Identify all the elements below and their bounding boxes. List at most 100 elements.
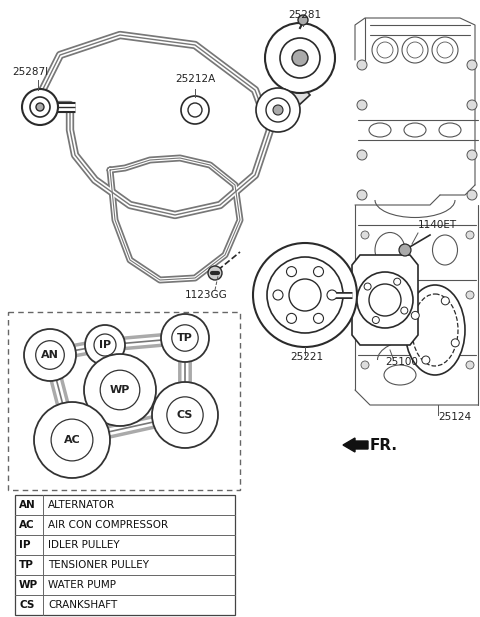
Circle shape (467, 60, 477, 70)
Text: CS: CS (19, 600, 35, 610)
Circle shape (256, 88, 300, 132)
Bar (8, 312, 240, 490)
Circle shape (181, 96, 209, 124)
Text: IP: IP (19, 540, 31, 550)
Text: WP: WP (19, 580, 38, 590)
Circle shape (253, 243, 357, 347)
FancyArrow shape (343, 438, 368, 452)
Text: IP: IP (99, 340, 111, 350)
Text: WP: WP (110, 385, 130, 395)
Text: 25100: 25100 (385, 357, 418, 367)
Circle shape (100, 370, 140, 410)
Circle shape (280, 38, 320, 78)
Circle shape (265, 23, 335, 93)
Ellipse shape (376, 309, 404, 331)
Circle shape (372, 317, 379, 323)
Circle shape (22, 89, 58, 125)
Text: WATER PUMP: WATER PUMP (48, 580, 116, 590)
Circle shape (467, 100, 477, 110)
Circle shape (289, 279, 321, 311)
Ellipse shape (375, 233, 405, 268)
Ellipse shape (404, 123, 426, 137)
Text: IDLER PULLEY: IDLER PULLEY (48, 540, 120, 550)
Circle shape (451, 339, 459, 347)
Circle shape (36, 341, 64, 370)
Circle shape (287, 313, 297, 323)
Ellipse shape (432, 235, 457, 265)
Circle shape (369, 284, 401, 316)
Text: 25281: 25281 (288, 10, 321, 20)
Circle shape (466, 291, 474, 299)
Circle shape (437, 42, 453, 58)
Circle shape (292, 50, 308, 66)
Ellipse shape (369, 123, 391, 137)
Ellipse shape (405, 285, 465, 375)
Text: 1140ET: 1140ET (418, 220, 457, 230)
Text: TP: TP (19, 560, 34, 570)
Ellipse shape (439, 123, 461, 137)
Circle shape (372, 37, 398, 63)
Circle shape (357, 272, 413, 328)
Circle shape (377, 42, 393, 58)
Circle shape (357, 60, 367, 70)
Circle shape (36, 103, 44, 111)
Circle shape (364, 283, 371, 290)
Circle shape (267, 257, 343, 333)
Circle shape (188, 103, 202, 117)
Text: AIR CON COMPRESSOR: AIR CON COMPRESSOR (48, 520, 168, 530)
Polygon shape (352, 255, 418, 345)
Circle shape (422, 356, 430, 364)
Circle shape (361, 231, 369, 239)
Ellipse shape (432, 320, 457, 340)
Circle shape (401, 307, 408, 314)
Circle shape (84, 354, 156, 426)
Text: AN: AN (19, 500, 36, 510)
Text: 25212A: 25212A (175, 74, 215, 84)
Circle shape (432, 37, 458, 63)
Text: 25124: 25124 (438, 412, 471, 422)
Text: 1123GG: 1123GG (185, 290, 228, 300)
Circle shape (298, 15, 308, 25)
Circle shape (327, 290, 337, 300)
Circle shape (51, 419, 93, 461)
Circle shape (407, 42, 423, 58)
Circle shape (161, 314, 209, 362)
Circle shape (394, 278, 401, 285)
Circle shape (441, 297, 449, 305)
Text: CS: CS (177, 410, 193, 420)
Circle shape (313, 267, 324, 276)
Circle shape (357, 190, 367, 200)
Text: AC: AC (19, 520, 35, 530)
Ellipse shape (412, 294, 458, 366)
Text: FR.: FR. (370, 437, 398, 452)
Text: 25221: 25221 (290, 352, 323, 362)
Polygon shape (268, 78, 310, 118)
Circle shape (152, 382, 218, 448)
Circle shape (399, 244, 411, 256)
Circle shape (357, 150, 367, 160)
Circle shape (266, 98, 290, 122)
Circle shape (466, 231, 474, 239)
Circle shape (466, 361, 474, 369)
Circle shape (411, 312, 419, 320)
Circle shape (273, 105, 283, 115)
Circle shape (361, 361, 369, 369)
Circle shape (313, 313, 324, 323)
Circle shape (172, 325, 198, 351)
Text: 25287I: 25287I (12, 67, 48, 77)
Text: CRANKSHAFT: CRANKSHAFT (48, 600, 117, 610)
Circle shape (287, 267, 297, 276)
Circle shape (85, 325, 125, 365)
Ellipse shape (384, 365, 416, 385)
Text: TP: TP (177, 333, 193, 343)
Circle shape (273, 290, 283, 300)
Bar (15, 495, 235, 615)
Circle shape (402, 37, 428, 63)
Circle shape (357, 100, 367, 110)
Circle shape (208, 266, 222, 280)
Text: TENSIONER PULLEY: TENSIONER PULLEY (48, 560, 149, 570)
Circle shape (467, 190, 477, 200)
Circle shape (94, 334, 116, 356)
Text: AN: AN (41, 350, 59, 360)
Circle shape (361, 291, 369, 299)
